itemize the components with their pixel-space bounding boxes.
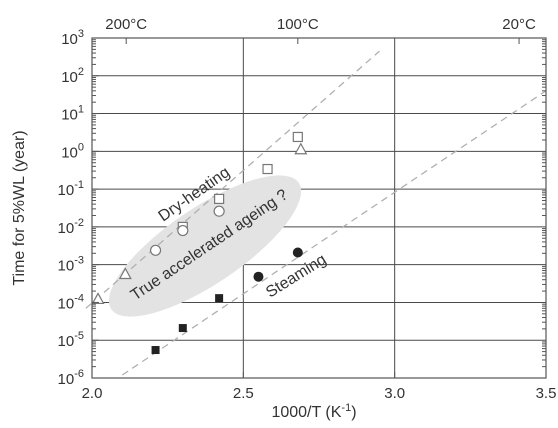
x-axis-title: 1000/T (K-1) xyxy=(271,402,356,421)
x-tick-label: 2.0 xyxy=(82,385,103,402)
open-square-marker xyxy=(214,193,225,205)
open-circle-marker xyxy=(177,224,189,237)
region-ellipse xyxy=(108,175,302,317)
top-temperature-label: 20°C xyxy=(502,16,536,33)
top-temperature-label: 200°C xyxy=(105,16,147,33)
y-tick-base: 10 xyxy=(58,220,75,237)
x-tick-label: 2.5 xyxy=(233,385,254,402)
data-markers xyxy=(91,131,308,355)
y-tick-exp: 2 xyxy=(78,66,84,78)
trend-line xyxy=(85,50,380,309)
open-triangle-marker xyxy=(294,142,308,155)
y-tick-label: 10-1 xyxy=(58,179,84,199)
y-tick-exp: -4 xyxy=(74,292,84,304)
y-tick-base: 10 xyxy=(61,69,78,86)
y-tick-label: 10-2 xyxy=(58,217,84,237)
y-tick-exp: -2 xyxy=(74,217,84,229)
y-tick-exp: -5 xyxy=(74,330,84,342)
x-axis-title-main: 1000/T (K xyxy=(271,404,341,421)
x-tick-label: 3.5 xyxy=(536,385,557,402)
open-circle-marker xyxy=(149,244,162,256)
top-temperature-label: 100°C xyxy=(277,16,319,33)
y-tick-base: 10 xyxy=(61,31,78,48)
open-triangle-marker xyxy=(91,292,105,305)
y-axis-title: Time for 5%WL (year) xyxy=(11,130,28,285)
y-tick-label: 10-3 xyxy=(58,255,84,275)
y-tick-exp: -6 xyxy=(74,368,84,380)
y-tick-exp: -1 xyxy=(74,179,84,191)
y-tick-label: 103 xyxy=(61,28,84,48)
filled-square-marker xyxy=(178,324,187,333)
filled-square-marker xyxy=(151,346,160,355)
y-tick-base: 10 xyxy=(58,333,75,350)
x-axis-title-sup: -1 xyxy=(341,402,351,414)
plot-frame xyxy=(91,37,547,379)
y-tick-exp: 3 xyxy=(78,28,84,40)
open-circle-marker xyxy=(213,205,225,217)
accelerated-ageing-region xyxy=(108,175,302,317)
y-tick-label: 101 xyxy=(61,104,84,124)
y-tick-exp: -3 xyxy=(74,255,84,267)
open-square-marker xyxy=(262,163,273,175)
y-tick-base: 10 xyxy=(61,107,78,124)
x-tick-label: 3.0 xyxy=(384,385,405,402)
filled-circle-marker xyxy=(292,247,303,258)
y-tick-exp: 1 xyxy=(78,104,84,116)
trend-lines xyxy=(85,50,547,376)
filled-circle-marker xyxy=(253,271,264,282)
y-tick-label: 100 xyxy=(61,141,84,161)
y-tick-base: 10 xyxy=(58,371,75,388)
x-axis-title-close: ) xyxy=(351,404,356,421)
y-tick-label: 102 xyxy=(61,66,84,86)
open-triangle-marker xyxy=(118,267,132,280)
y-tick-exp: 0 xyxy=(78,141,84,153)
y-tick-base: 10 xyxy=(61,144,78,161)
y-tick-label: 10-5 xyxy=(58,330,84,350)
filled-square-marker xyxy=(215,294,224,303)
open-square-marker xyxy=(292,131,303,143)
trend-line xyxy=(121,90,547,376)
y-tick-label: 10-4 xyxy=(58,292,84,312)
y-tick-base: 10 xyxy=(58,258,75,275)
y-tick-base: 10 xyxy=(58,182,75,199)
y-tick-label: 10-6 xyxy=(58,368,84,388)
plot-frame-rect xyxy=(91,37,547,379)
y-tick-base: 10 xyxy=(58,295,75,312)
